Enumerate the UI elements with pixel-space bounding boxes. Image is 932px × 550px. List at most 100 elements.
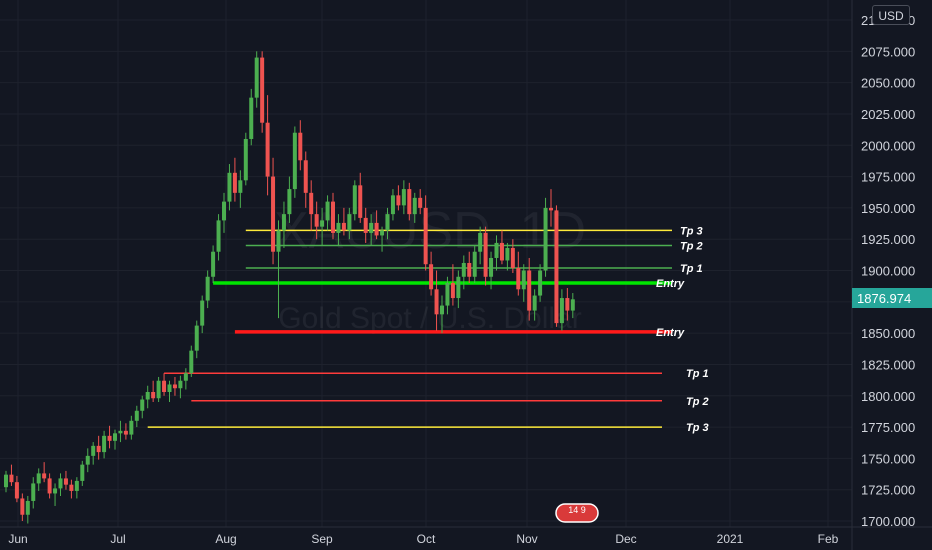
candle (401, 180, 406, 215)
level-line: Tp 2 (191, 396, 709, 408)
chart-grid (0, 0, 852, 527)
candle-body (440, 305, 444, 315)
candle-body (570, 299, 575, 311)
candle-body (31, 483, 36, 501)
candle (521, 264, 526, 302)
candle (385, 207, 390, 240)
candle-body (140, 399, 145, 411)
candle (189, 345, 194, 377)
candle (129, 415, 134, 440)
candle (505, 242, 510, 271)
time-axis[interactable]: Jun Jul Aug Sep Oct Nov Dec 2021 Feb (8, 532, 838, 546)
candle (74, 477, 79, 499)
price-axis[interactable]: 1700.000 1725.000 1750.000 1775.000 1800.000… (861, 13, 915, 529)
candle (303, 151, 308, 208)
candle-body (314, 214, 319, 227)
candle-body (380, 230, 385, 236)
candle-body (265, 122, 270, 177)
candle (532, 289, 537, 321)
candle-body (211, 251, 216, 277)
candle (423, 195, 428, 271)
level-label: Tp 1 (680, 263, 703, 275)
candle-body (538, 270, 543, 296)
candle-body (554, 210, 559, 324)
time-tick-label: Oct (417, 532, 436, 546)
level-line: Tp 1 (245, 263, 703, 275)
level-lines[interactable]: Tp 3 Tp 2 Tp 1 Entry Entry Tp 1 Tp 2 Tp 3 (147, 225, 709, 434)
candle-body (189, 350, 194, 374)
candle-body (200, 300, 205, 326)
candle-body (25, 500, 30, 515)
candle-body (494, 242, 499, 258)
candle-body (450, 283, 455, 299)
candle-body (96, 445, 101, 453)
candle-body (369, 222, 374, 233)
candle-body (156, 380, 161, 399)
candle-body (216, 220, 221, 252)
price-tick-label: 2025.000 (861, 107, 915, 122)
candlestick-series[interactable] (4, 51, 575, 524)
candle-body (134, 410, 139, 421)
economic-event-badge[interactable]: 14 9 (555, 503, 599, 523)
candle-body (510, 247, 515, 268)
candle (407, 182, 412, 221)
candle (467, 251, 472, 284)
candle-body (445, 283, 450, 306)
time-tick-label: Sep (311, 532, 333, 546)
candle (325, 195, 330, 231)
candle (390, 189, 395, 221)
candle-body (178, 380, 183, 389)
candle-body (145, 391, 150, 400)
candle (96, 435, 101, 460)
candle-body (183, 373, 188, 381)
candle (20, 493, 25, 521)
candle (47, 473, 52, 499)
candle (9, 464, 14, 486)
candle (102, 430, 107, 459)
candle-body (434, 289, 439, 315)
candle-body (14, 482, 19, 499)
candle-body (36, 473, 41, 484)
candle (227, 164, 232, 211)
level-label: Tp 3 (680, 225, 703, 237)
candle (113, 429, 117, 450)
candle (222, 192, 226, 233)
currency-button[interactable]: USD (872, 5, 910, 25)
price-tick-label: 2075.000 (861, 44, 915, 59)
candle (434, 270, 439, 331)
candle-body (287, 189, 292, 215)
candle-body (309, 192, 314, 215)
candle (494, 235, 499, 271)
candle (450, 264, 455, 306)
candle-body (69, 484, 74, 491)
candle-body (407, 189, 412, 215)
time-tick-label: 2021 (717, 532, 744, 546)
candle (309, 180, 314, 231)
candle-body (102, 435, 107, 453)
candle (472, 245, 477, 284)
candle (80, 460, 85, 486)
candle-body (271, 176, 276, 252)
candle (216, 214, 221, 261)
candle (281, 201, 286, 248)
time-tick-label: Jul (110, 532, 125, 546)
candle-body (260, 57, 265, 123)
candle (14, 475, 19, 503)
candle (380, 226, 385, 252)
candle (238, 170, 243, 208)
candle-body (80, 464, 85, 481)
candle (538, 264, 543, 302)
candle-body (162, 380, 167, 392)
candle-body (232, 172, 237, 193)
level-label: Tp 2 (680, 240, 703, 252)
candle-body (516, 267, 521, 290)
candle-body (499, 242, 504, 261)
candle-body (483, 232, 488, 277)
candle-body (505, 247, 510, 261)
candle (243, 132, 248, 186)
candle (25, 495, 30, 524)
candle (249, 88, 254, 146)
candle (156, 376, 161, 403)
price-tick-label: 1750.000 (861, 451, 915, 466)
